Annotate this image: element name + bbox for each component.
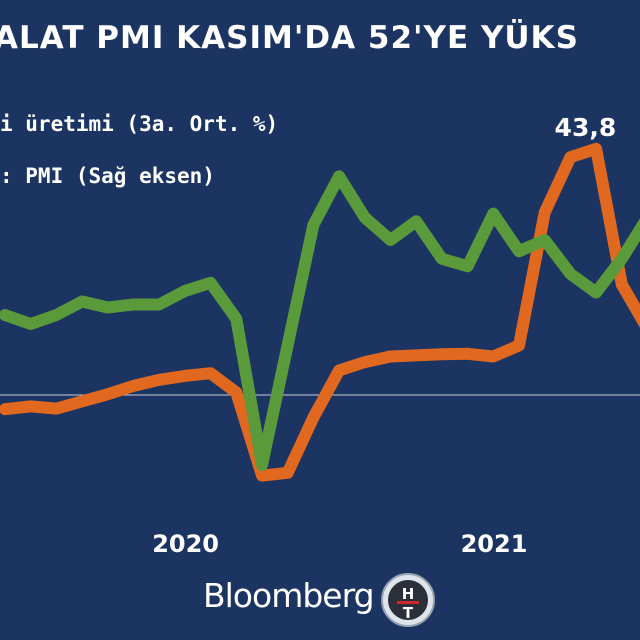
bloomberg-logo-text: Bloomberg [203, 576, 375, 615]
x-tick-label: 2021 [461, 530, 528, 558]
series-line-industrial-production [0, 170, 640, 471]
series-layer [0, 142, 640, 482]
svg-text:T: T [403, 604, 414, 622]
legend-entry-industrial-production: i üretimi (3a. Ort. %) [0, 112, 279, 136]
x-tick-label: 2020 [152, 530, 219, 558]
data-label: 43,8 [555, 113, 617, 142]
chart-title: ALAT PMI KASIM'DA 52'YE YÜKS [0, 20, 579, 56]
svg-text:H: H [402, 585, 415, 603]
labels-layer: 2020 2021 43,8 [152, 113, 616, 558]
series-line-pmi [0, 142, 640, 482]
ht-logo-icon: H T [381, 573, 435, 627]
legend-entry-pmi: : PMI (Sağ eksen) [0, 164, 215, 188]
